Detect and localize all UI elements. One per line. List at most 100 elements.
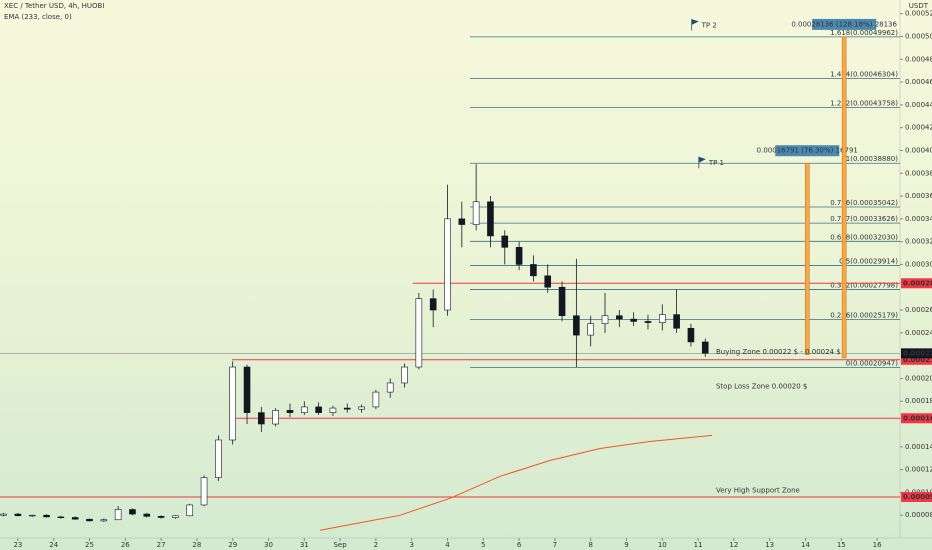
candle-body — [14, 513, 22, 517]
candle-body — [558, 286, 566, 317]
x-tick-label: 11 — [694, 541, 703, 549]
y-tick-label: 0.00038000 — [905, 169, 932, 177]
y-tick-label: 0.00014000 — [905, 443, 932, 451]
measure-box — [775, 145, 840, 157]
candle-body — [372, 391, 380, 408]
fib-label: 0.382(0.00027798) — [830, 282, 898, 290]
candle-body — [458, 218, 466, 225]
candle-body — [501, 235, 509, 248]
y-tick-label: 0.00044000 — [905, 101, 932, 109]
y-tick-label: 0.00052000 — [905, 10, 932, 18]
candle-body — [601, 315, 609, 325]
fib-label: 0.236(0.00025179) — [830, 311, 898, 319]
level-tag — [901, 354, 932, 365]
fib-label: 0(0.00020947) — [846, 360, 898, 368]
y-tick-label: 0.00012000 — [905, 466, 932, 474]
candle-body — [43, 514, 50, 518]
x-tick-label: 5 — [481, 541, 485, 549]
price-tag — [901, 348, 932, 359]
x-tick-label: 3 — [409, 541, 413, 549]
x-tick-label: 10 — [658, 541, 667, 549]
fib-label: 0.707(0.00033626) — [830, 215, 898, 223]
x-tick-label: 6 — [517, 541, 522, 549]
x-tick-label: 28 — [192, 541, 201, 549]
y-tick-label: 0.00026000 — [905, 306, 932, 314]
y-tick-label: 0.00020000 — [905, 374, 932, 382]
level-tag — [901, 491, 932, 502]
candle-body — [415, 298, 423, 368]
measure-bar — [841, 36, 847, 358]
annotation: Buying Zone 0.00022 $ - 0.00024 $ — [716, 348, 841, 356]
level-tag-label: 0.00016504 — [903, 414, 932, 422]
x-tick-label: 14 — [801, 541, 810, 549]
candle-body — [0, 513, 7, 516]
ema-line — [319, 434, 713, 531]
x-tick-label: 16 — [873, 541, 882, 549]
candle-body — [472, 201, 480, 225]
x-tick-label: 24 — [49, 541, 58, 549]
candle-body — [343, 407, 351, 410]
candle-body — [272, 410, 279, 425]
candle-body — [71, 517, 79, 520]
x-tick-label: 4 — [445, 541, 450, 549]
candle-body — [215, 439, 222, 478]
y-tick-label: 0.00018000 — [905, 397, 932, 405]
y-tick-label: 0.00024000 — [905, 329, 932, 337]
x-tick-label: 23 — [13, 541, 22, 549]
fib-label: 1.414(0.00046304) — [830, 71, 898, 79]
fib-label: 0.786(0.00035042) — [830, 199, 898, 207]
y-tick-label: 0.00032000 — [905, 238, 932, 246]
annotation: TP 2 — [701, 22, 717, 30]
x-tick-label: 9 — [624, 541, 628, 549]
candle-body — [100, 519, 108, 522]
candle-body — [129, 509, 136, 515]
fib-label: 1(0.00038880) — [846, 155, 898, 163]
x-tick-label: 30 — [264, 541, 273, 549]
candle-body — [673, 314, 680, 329]
candle-body — [258, 412, 265, 425]
candle-body — [401, 366, 408, 384]
x-tick-label: Sep — [333, 541, 347, 549]
indicator-label: EMA (233, close, 0) — [4, 13, 72, 21]
candle-body — [329, 407, 337, 413]
level-tag — [901, 278, 932, 289]
candle-body — [630, 318, 637, 322]
x-tick-label: 29 — [228, 541, 237, 549]
candle-body — [544, 275, 552, 288]
x-tick-label: 12 — [729, 541, 738, 549]
candle-body — [286, 410, 294, 413]
candle-body — [644, 321, 652, 323]
candle-body — [186, 504, 194, 517]
chart-title: XEC / Tether USD, 4h, HUOBI — [4, 2, 104, 10]
y-tick-label: 0.00034000 — [905, 215, 932, 223]
candle-body — [573, 315, 580, 336]
level-tag-label: 0.00021638 — [903, 356, 932, 364]
candle-body — [143, 513, 151, 517]
fib-label: 0.5(0.00029914) — [839, 257, 898, 265]
y-tick-label: 0.00046000 — [905, 78, 932, 86]
x-tick-label: 8 — [588, 541, 592, 549]
x-tick-label: 26 — [121, 541, 130, 549]
measure-box — [812, 18, 877, 30]
x-tick-label: 27 — [157, 541, 166, 549]
measure-label: 0.00016791 (76.30%) 16791 — [757, 147, 858, 155]
level-tag-label: 0.00028348 — [903, 279, 932, 287]
x-tick-label: 2 — [374, 541, 378, 549]
y-tick-label: 0.00050000 — [905, 32, 932, 40]
candle-body — [157, 516, 165, 518]
fib-label: 0.618(0.00032030) — [830, 233, 898, 241]
candle-body — [57, 516, 65, 519]
x-tick-label: 25 — [85, 541, 94, 549]
x-tick-label: 31 — [300, 541, 309, 549]
candle-body — [444, 218, 451, 311]
x-tick-label: 7 — [553, 541, 557, 549]
level-tag — [901, 413, 932, 424]
candle-body — [114, 509, 122, 521]
flag-icon — [698, 156, 706, 169]
candle-body — [386, 382, 394, 393]
candle-body — [315, 406, 322, 413]
y-tick-label: 0.00048000 — [905, 55, 932, 63]
level-tag-label: 0.00009599 — [903, 493, 932, 501]
measure-bar — [804, 162, 810, 355]
